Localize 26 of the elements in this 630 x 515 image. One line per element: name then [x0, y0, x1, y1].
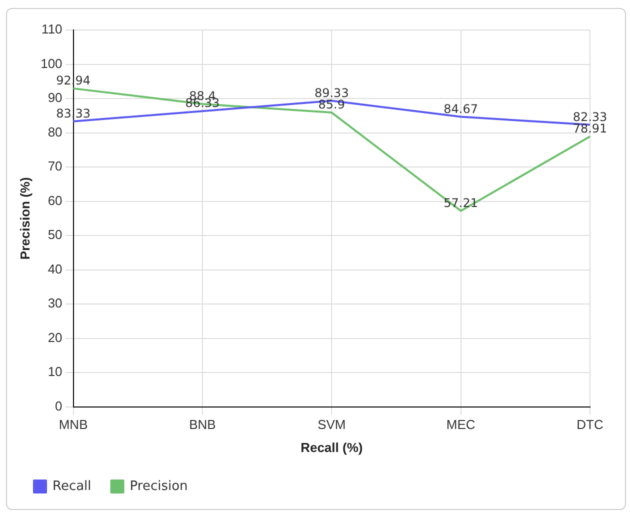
y-axis-title: Precision (%): [17, 177, 32, 260]
legend-label: Precision: [130, 478, 188, 494]
y-tick-label: 100: [40, 56, 62, 71]
data-label: 85.9: [318, 98, 346, 112]
data-label: 84.67: [444, 102, 478, 116]
data-label: 78.91: [572, 122, 608, 136]
x-axis-title: Recall (%): [300, 440, 363, 455]
x-tick-label: DTC: [576, 417, 604, 432]
x-tick-label: MEC: [446, 417, 476, 432]
y-tick-label: 90: [48, 90, 62, 106]
x-tick-label: MNB: [58, 417, 88, 432]
x-tick-label: BNB: [189, 417, 216, 432]
y-tick-label: 70: [48, 158, 62, 174]
x-tick-label: SVM: [318, 417, 346, 432]
y-tick-label: 40: [48, 261, 62, 276]
y-tick-label: 110: [42, 22, 62, 37]
y-tick-label: 10: [48, 364, 62, 380]
y-tick-label: 80: [48, 124, 62, 140]
data-label: 89.33: [314, 86, 349, 100]
y-tick-label: 50: [48, 227, 62, 242]
y-tick-label: 60: [48, 192, 62, 208]
y-tick-label: 30: [48, 296, 62, 311]
y-tick-label: 20: [48, 330, 62, 345]
data-label: 82.33: [572, 110, 608, 124]
y-tick-label: 0: [55, 398, 62, 414]
legend-label: Recall: [52, 478, 92, 494]
